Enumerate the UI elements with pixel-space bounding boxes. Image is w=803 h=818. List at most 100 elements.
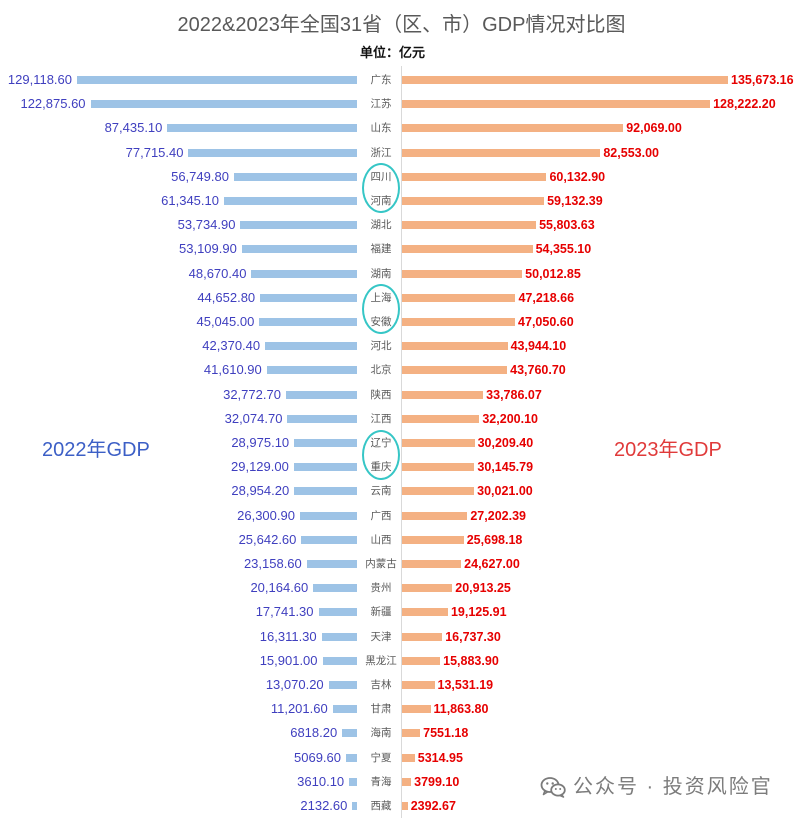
bar-2022 <box>349 777 357 786</box>
value-label-2023: 60,132.90 <box>549 169 606 184</box>
value-label-2023: 47,050.60 <box>518 315 574 329</box>
bar-2022 <box>285 390 357 399</box>
value-label-2023: 16,737.30 <box>445 629 501 644</box>
bar-2022 <box>342 729 357 738</box>
bar-2023 <box>402 705 431 714</box>
wechat-icon <box>540 776 566 798</box>
bar-2023 <box>402 681 435 689</box>
value-label-2023: 33,786.07 <box>486 387 542 402</box>
bar-2022 <box>223 197 357 205</box>
bar-2022 <box>287 414 357 423</box>
value-label-2023: 30,209.40 <box>477 436 534 450</box>
value-label-2022: 56,749.80 <box>171 168 229 184</box>
value-label-2023: 2392.67 <box>410 799 456 813</box>
bar-2023 <box>402 245 533 254</box>
value-label-2022: 13,070.20 <box>265 677 324 692</box>
bar-2022 <box>321 632 357 641</box>
value-label-2023: 3799.10 <box>414 774 460 789</box>
value-label-2023: 19,125.91 <box>450 605 507 620</box>
value-label-2022: 5069.60 <box>294 749 342 765</box>
highlight-circle <box>362 163 400 214</box>
province-label: 陕西 <box>370 388 392 401</box>
bar-2023 <box>402 390 484 399</box>
bar-2022 <box>251 269 357 278</box>
value-label-2023: 82,553.00 <box>603 145 659 160</box>
province-label: 宁夏 <box>370 751 392 764</box>
bar-2022 <box>241 245 357 254</box>
province-label: 山东 <box>370 122 392 135</box>
bar-2023 <box>402 221 537 230</box>
bar-2022 <box>352 802 357 810</box>
value-label-2023: 135,673.16 <box>731 73 794 87</box>
bar-2022 <box>265 342 357 351</box>
value-label-2022: 29,129.00 <box>231 459 289 475</box>
bar-2023 <box>402 269 523 278</box>
province-label: 江苏 <box>370 98 392 111</box>
value-label-2022: 44,652.80 <box>197 289 256 305</box>
bar-2023 <box>402 535 464 544</box>
province-label: 山西 <box>370 533 392 546</box>
province-label: 吉林 <box>370 679 392 691</box>
value-label-2022: 53,734.90 <box>177 217 236 233</box>
bar-2022 <box>306 560 357 568</box>
bar-2023 <box>402 560 462 568</box>
value-label-2023: 15,883.90 <box>443 653 499 668</box>
bar-2022 <box>259 318 357 326</box>
bar-2022 <box>313 584 357 593</box>
province-label: 内蒙古 <box>365 558 397 570</box>
province-label: 云南 <box>370 485 392 498</box>
series-title-2023: 2023年GDP <box>614 439 722 461</box>
bar-2023 <box>402 100 711 109</box>
bar-2022 <box>167 124 357 133</box>
bar-2023 <box>402 608 448 617</box>
value-label-2022: 61,345.10 <box>161 193 219 208</box>
value-label-2023: 30,145.79 <box>477 460 534 475</box>
value-label-2023: 59,132.39 <box>547 194 603 208</box>
value-label-2023: 30,021.00 <box>477 484 533 499</box>
value-label-2022: 122,875.60 <box>20 96 86 112</box>
value-label-2022: 26,300.90 <box>237 507 295 523</box>
province-label: 湖北 <box>370 219 392 232</box>
bar-2023 <box>402 414 480 423</box>
value-label-2023: 24,627.00 <box>464 557 520 571</box>
province-label: 浙江 <box>370 146 392 159</box>
value-label-2022: 2132.60 <box>300 798 348 813</box>
value-label-2022: 15,901.00 <box>259 652 318 668</box>
value-label-2022: 23,158.60 <box>243 556 302 571</box>
value-label-2022: 28,954.20 <box>231 483 290 499</box>
bar-2022 <box>322 656 357 665</box>
province-label: 新疆 <box>370 606 392 619</box>
bar-2023 <box>402 318 516 326</box>
value-label-2022: 11,201.60 <box>270 701 328 717</box>
bar-2023 <box>402 293 516 302</box>
value-label-2023: 128,222.20 <box>713 97 776 112</box>
watermark-text: 公众号 · 投资风险官 <box>573 776 773 798</box>
value-label-2023: 50,012.85 <box>525 266 581 281</box>
province-label: 黑龙江 <box>365 654 397 667</box>
value-label-2023: 7551.18 <box>423 726 469 741</box>
value-label-2022: 77,715.40 <box>125 144 184 160</box>
bar-2022 <box>294 439 357 447</box>
value-label-2022: 53,109.90 <box>179 241 237 257</box>
highlight-circle <box>362 429 400 480</box>
value-label-2022: 28,975.10 <box>231 435 290 450</box>
bar-2023 <box>402 753 415 762</box>
value-label-2023: 43,944.10 <box>510 339 567 354</box>
value-label-2022: 32,074.70 <box>224 410 283 426</box>
value-label-2022: 42,370.40 <box>202 338 261 354</box>
bar-2022 <box>90 100 357 109</box>
province-label: 北京 <box>370 364 392 377</box>
value-label-2022: 6818.20 <box>290 725 338 741</box>
value-label-2022: 129,118.60 <box>7 72 72 87</box>
province-label: 河北 <box>370 340 392 353</box>
bar-2023 <box>402 656 441 665</box>
bar-2022 <box>328 681 357 689</box>
bar-2023 <box>402 729 421 738</box>
bar-2022 <box>188 148 357 157</box>
bar-2023 <box>402 148 601 157</box>
value-label-2022: 3610.10 <box>297 773 345 789</box>
province-label: 海南 <box>370 727 392 740</box>
bar-2022 <box>266 366 357 375</box>
bar-2022 <box>293 463 357 472</box>
